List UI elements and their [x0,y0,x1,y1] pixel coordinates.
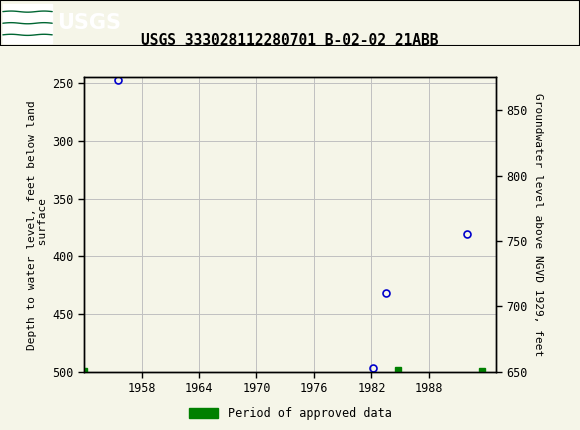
Bar [3,4,52,43]
Legend: Period of approved data: Period of approved data [184,402,396,425]
Y-axis label: Groundwater level above NGVD 1929, feet: Groundwater level above NGVD 1929, feet [533,93,543,356]
Text: USGS: USGS [57,13,121,33]
Text: USGS 333028112280701 B-02-02 21ABB: USGS 333028112280701 B-02-02 21ABB [142,34,438,48]
Y-axis label: Depth to water level, feet below land
 surface: Depth to water level, feet below land su… [27,100,48,350]
